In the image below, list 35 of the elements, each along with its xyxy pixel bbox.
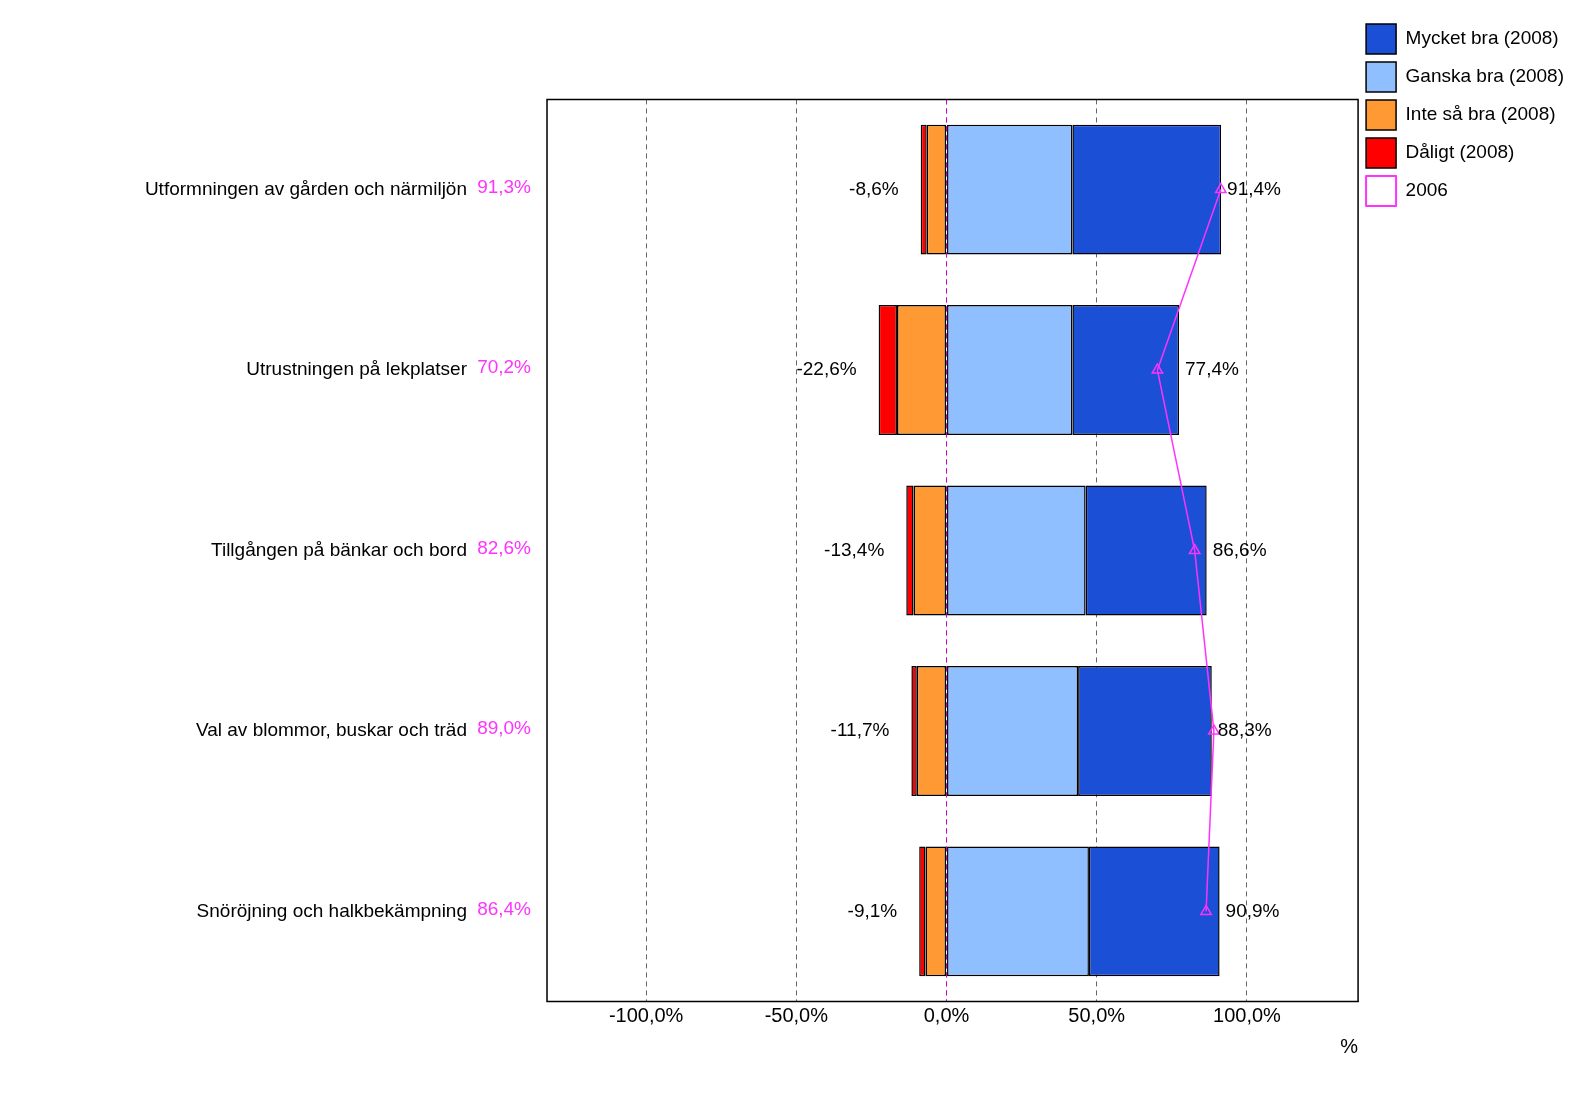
y-tick-label: Val av blommor, buskar och träd — [195, 719, 467, 741]
x-axis-title: % — [1340, 1035, 1359, 1058]
x-tick-label: 50,0% — [1068, 1004, 1126, 1027]
annotation: -11,7% — [830, 719, 890, 741]
legend-label: Ganska bra (2008) — [1405, 65, 1564, 87]
y-tick-label: Utrustningen på lekplatser — [246, 358, 468, 380]
annotation: 77,4% — [1185, 358, 1240, 380]
x-tick-label: -100,0% — [608, 1004, 684, 1027]
x-tick-label: 0,0% — [923, 1004, 970, 1027]
annotation: -8,6% — [849, 177, 899, 199]
point — [1151, 363, 1164, 374]
y-tick-label: Snöröjning och halkbekämpning — [196, 899, 467, 921]
legend-label: Inte så bra (2008) — [1405, 103, 1556, 125]
point — [1214, 182, 1227, 194]
legend-label: Dåligt (2008) — [1405, 141, 1515, 163]
annotation: 90,9% — [1225, 899, 1280, 921]
annotation: 91,4% — [1227, 177, 1282, 199]
annotation: -13,4% — [824, 538, 885, 560]
point — [1200, 904, 1213, 916]
data-label: 89,0% — [477, 717, 532, 739]
x-tick-label: -50,0% — [764, 1004, 829, 1027]
data-label: 86,4% — [477, 897, 532, 919]
x-tick-label: 100,0% — [1213, 1004, 1282, 1027]
annotation: 88,3% — [1217, 719, 1272, 741]
point — [1188, 543, 1201, 555]
y-tick-label: Utformningen av gården och närmiljön — [144, 177, 467, 199]
y-tick-label: Tillgången på bänkar och bord — [211, 538, 467, 560]
annotation: 86,6% — [1212, 538, 1267, 560]
annotation: -9,1% — [847, 899, 898, 921]
legend-label: Mycket bra (2008) — [1405, 27, 1559, 49]
data-label: 91,3% — [477, 175, 532, 197]
data-label: 70,2% — [477, 356, 532, 378]
legend-label: 2006 — [1405, 179, 1448, 201]
annotation: -22,6% — [796, 358, 857, 380]
data-label: 82,6% — [477, 536, 532, 558]
